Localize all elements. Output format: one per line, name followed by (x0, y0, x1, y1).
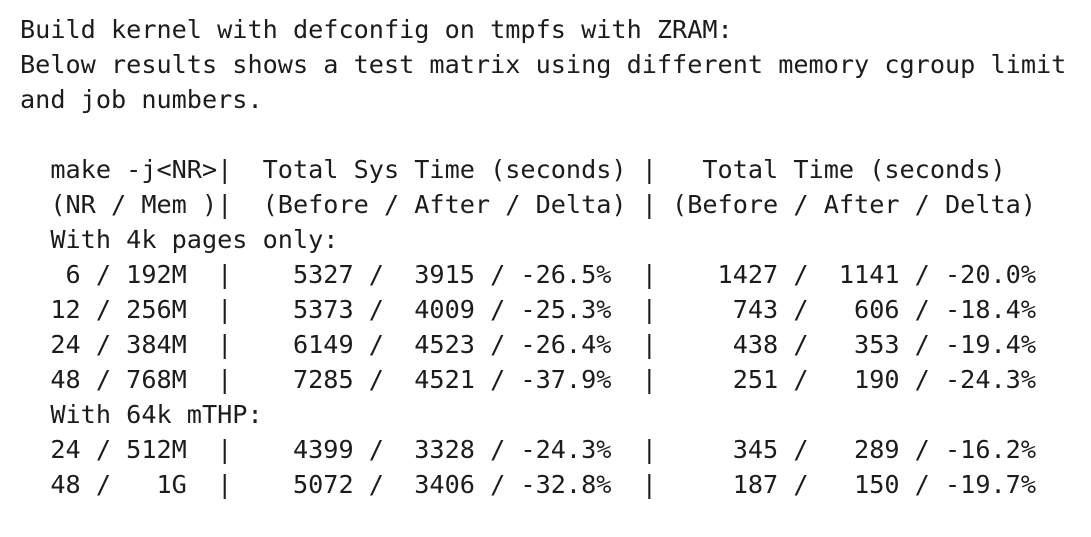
table-line: With 4k pages only: (20, 225, 339, 254)
intro-line: and job numbers. (20, 85, 263, 114)
table-line: 6 / 192M | 5327 / 3915 / -26.5% | 1427 /… (20, 260, 1036, 289)
table-line: 12 / 256M | 5373 / 4009 / -25.3% | 743 /… (20, 295, 1036, 324)
table-line: 24 / 512M | 4399 / 3328 / -24.3% | 345 /… (20, 435, 1036, 464)
intro-line: Below results shows a test matrix using … (20, 50, 1067, 79)
table-line: 48 / 1G | 5072 / 3406 / -32.8% | 187 / 1… (20, 470, 1036, 499)
results-table: make -j<NR>| Total Sys Time (seconds) | … (20, 152, 1091, 502)
document: Build kernel with defconfig on tmpfs wit… (20, 12, 1091, 502)
table-line: 48 / 768M | 7285 / 4521 / -37.9% | 251 /… (20, 365, 1036, 394)
table-line: make -j<NR>| Total Sys Time (seconds) | … (20, 155, 1006, 184)
intro-text: Build kernel with defconfig on tmpfs wit… (20, 12, 1091, 117)
table-line: (NR / Mem )| (Before / After / Delta) | … (20, 190, 1036, 219)
intro-line: Build kernel with defconfig on tmpfs wit… (20, 15, 733, 44)
table-line: With 64k mTHP: (20, 400, 263, 429)
table-line: 24 / 384M | 6149 / 4523 / -26.4% | 438 /… (20, 330, 1036, 359)
